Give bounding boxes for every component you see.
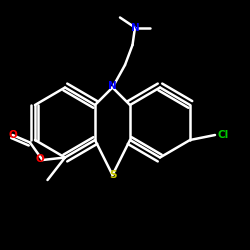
Text: O: O (8, 130, 17, 140)
Text: Cl: Cl (218, 130, 229, 140)
Text: O: O (36, 154, 44, 164)
Text: N: N (108, 81, 117, 91)
Text: S: S (109, 170, 116, 180)
Text: N: N (130, 22, 140, 32)
